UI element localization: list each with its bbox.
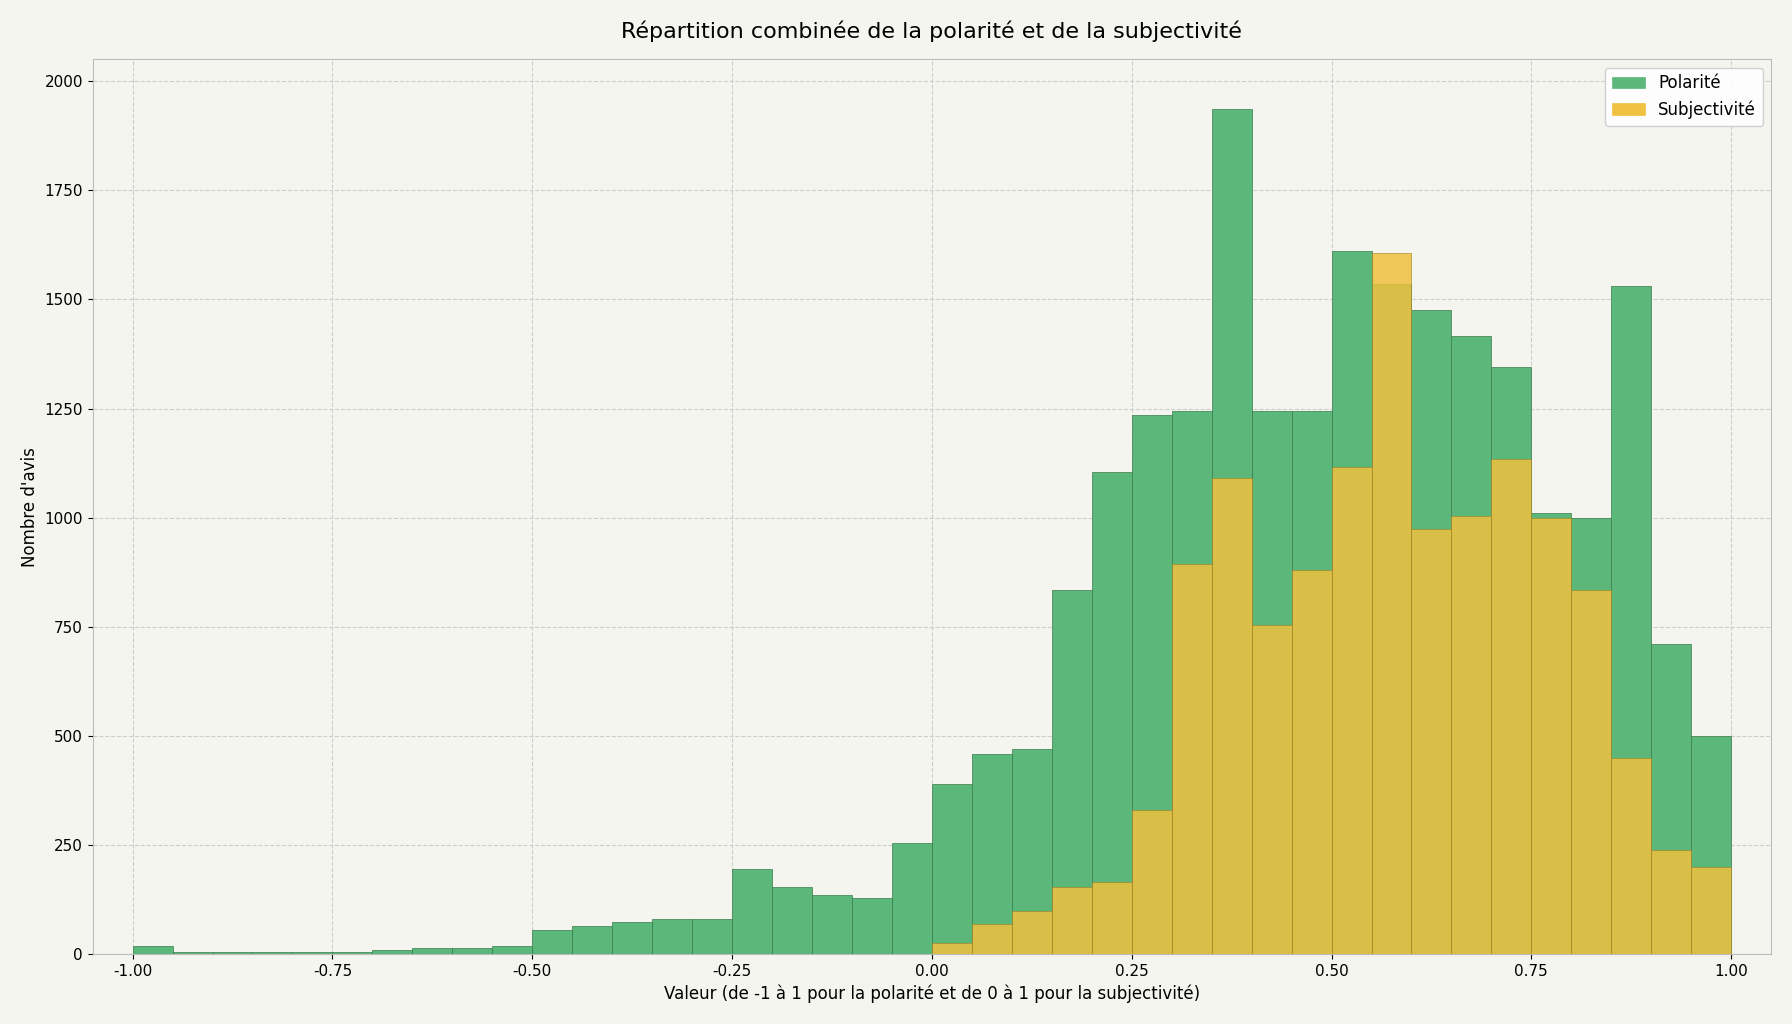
Title: Répartition combinée de la polarité et de la subjectivité: Répartition combinée de la polarité et d…: [622, 20, 1242, 42]
Bar: [1091, 883, 1133, 954]
Bar: [652, 920, 692, 954]
Bar: [452, 948, 493, 954]
Bar: [1091, 472, 1133, 954]
Bar: [932, 943, 971, 954]
Bar: [1052, 887, 1091, 954]
Bar: [1412, 310, 1452, 954]
Bar: [253, 952, 292, 954]
Bar: [213, 952, 253, 954]
Bar: [1251, 625, 1292, 954]
Bar: [1292, 411, 1331, 954]
Bar: [1452, 337, 1491, 954]
Bar: [1491, 459, 1532, 954]
Y-axis label: Nombre d'avis: Nombre d'avis: [22, 446, 39, 566]
Bar: [1133, 415, 1172, 954]
Bar: [1331, 251, 1371, 954]
Bar: [1371, 284, 1412, 954]
Bar: [373, 950, 412, 954]
Bar: [1650, 850, 1692, 954]
Bar: [932, 784, 971, 954]
Bar: [1452, 515, 1491, 954]
Bar: [1611, 758, 1650, 954]
Bar: [412, 948, 452, 954]
Bar: [1650, 644, 1692, 954]
Bar: [1133, 810, 1172, 954]
Bar: [1292, 570, 1331, 954]
Bar: [1251, 411, 1292, 954]
Bar: [1412, 528, 1452, 954]
Bar: [1331, 468, 1371, 954]
Bar: [1211, 478, 1251, 954]
Bar: [971, 924, 1012, 954]
Bar: [772, 887, 812, 954]
Bar: [572, 926, 613, 954]
Bar: [332, 952, 373, 954]
Bar: [1572, 518, 1611, 954]
Bar: [1491, 367, 1532, 954]
Legend: Polarité, Subjectivité: Polarité, Subjectivité: [1606, 68, 1763, 126]
X-axis label: Valeur (de -1 à 1 pour la polarité et de 0 à 1 pour la subjectivité): Valeur (de -1 à 1 pour la polarité et de…: [663, 985, 1201, 1004]
Bar: [493, 945, 532, 954]
Bar: [1012, 750, 1052, 954]
Bar: [172, 952, 213, 954]
Bar: [532, 931, 572, 954]
Bar: [812, 895, 851, 954]
Bar: [1532, 513, 1572, 954]
Bar: [1012, 910, 1052, 954]
Bar: [1692, 736, 1731, 954]
Bar: [733, 869, 772, 954]
Bar: [1692, 867, 1731, 954]
Bar: [1532, 518, 1572, 954]
Bar: [1172, 563, 1211, 954]
Bar: [133, 945, 172, 954]
Bar: [613, 922, 652, 954]
Bar: [1211, 110, 1251, 954]
Bar: [692, 920, 733, 954]
Bar: [1572, 590, 1611, 954]
Bar: [292, 952, 332, 954]
Bar: [892, 843, 932, 954]
Bar: [1371, 254, 1412, 954]
Bar: [1172, 411, 1211, 954]
Bar: [851, 898, 892, 954]
Bar: [1611, 287, 1650, 954]
Bar: [1052, 590, 1091, 954]
Bar: [971, 754, 1012, 954]
